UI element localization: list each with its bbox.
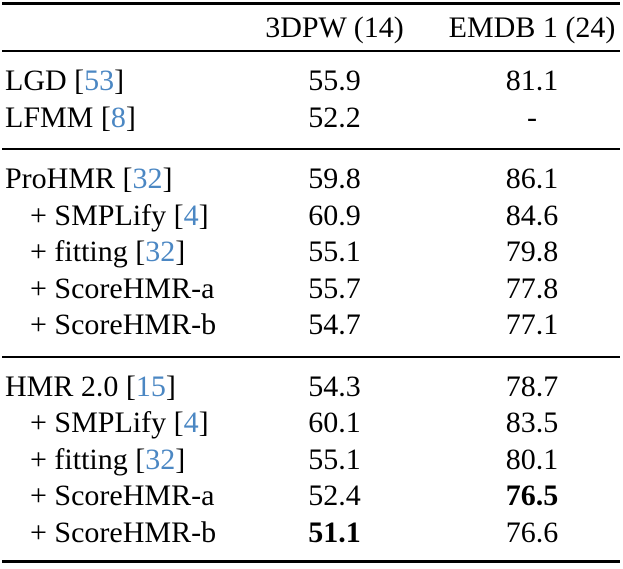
table-row: + SMPLify [4] 60.1 83.5 <box>2 405 620 442</box>
bracket-close: ] <box>162 162 173 196</box>
bracket-close: ] <box>125 100 136 134</box>
table-rule-section-2 <box>2 355 620 358</box>
method-name: + ScoreHMR-a <box>30 479 215 513</box>
method-label: ProHMR [32] <box>2 162 252 196</box>
value-emdb: 77.1 <box>505 308 559 342</box>
citation-link[interactable]: 8 <box>110 100 126 134</box>
value-emdb: 79.8 <box>505 235 559 269</box>
value-emdb-best: 76.5 <box>505 479 559 513</box>
table-row: LGD [53] 55.9 81.1 <box>2 63 620 100</box>
table-row: ProHMR [32] 59.8 86.1 <box>2 161 620 198</box>
table-row: + fitting [32] 55.1 80.1 <box>2 442 620 479</box>
value-3dpw: 55.1 <box>308 235 361 269</box>
method-name: LFMM [ <box>5 100 111 134</box>
header-col-emdb: EMDB 1 (24) <box>448 10 616 44</box>
method-name: + ScoreHMR-b <box>30 515 217 549</box>
method-label: LGD [53] <box>2 64 252 98</box>
table-row: + fitting [32] 55.1 79.8 <box>2 234 620 271</box>
value-emdb: 76.6 <box>505 515 559 549</box>
bracket-close: ] <box>165 369 176 403</box>
header-col-3dpw: 3DPW (14) <box>265 10 404 44</box>
citation-link[interactable]: 4 <box>183 198 199 232</box>
value-emdb: - <box>527 100 537 134</box>
bracket-close: ] <box>114 64 125 98</box>
value-3dpw: 54.3 <box>308 369 361 403</box>
method-label: + SMPLify [4] <box>2 199 252 233</box>
method-label: + ScoreHMR-a <box>2 272 252 306</box>
table-row: + ScoreHMR-a 52.4 76.5 <box>2 478 620 515</box>
value-emdb: 86.1 <box>505 162 559 196</box>
bracket-close: ] <box>198 198 209 232</box>
citation-link[interactable]: 15 <box>135 369 166 403</box>
value-emdb: 84.6 <box>505 198 559 232</box>
method-name: + fitting [ <box>30 235 146 269</box>
value-emdb: 83.5 <box>505 406 559 440</box>
method-label: + ScoreHMR-a <box>2 479 252 513</box>
bracket-close: ] <box>198 406 209 440</box>
method-name: + SMPLify [ <box>30 198 184 232</box>
citation-link[interactable]: 4 <box>183 406 199 440</box>
value-emdb: 77.8 <box>505 271 559 305</box>
table-rule-top <box>2 2 620 5</box>
method-name: + ScoreHMR-a <box>30 271 215 305</box>
citation-link[interactable]: 53 <box>84 64 115 98</box>
value-3dpw: 60.9 <box>308 198 361 232</box>
value-emdb: 81.1 <box>505 64 559 98</box>
table-section-hmr2: HMR 2.0 [15] 54.3 78.7 + SMPLify [4] 60.… <box>2 358 620 561</box>
method-name: + fitting [ <box>30 442 146 476</box>
value-3dpw: 52.4 <box>308 479 361 513</box>
citation-link[interactable]: 32 <box>145 442 176 476</box>
method-label: + ScoreHMR-b <box>2 308 252 342</box>
method-name: + SMPLify [ <box>30 406 184 440</box>
table-rule-bottom <box>2 560 620 563</box>
method-name: LGD [ <box>5 64 85 98</box>
table-row: + SMPLify [4] 60.9 84.6 <box>2 198 620 235</box>
method-name: ProHMR [ <box>5 162 133 196</box>
citation-link[interactable]: 32 <box>145 235 176 269</box>
table-rule-header <box>2 50 620 52</box>
value-3dpw: 60.1 <box>308 406 361 440</box>
value-3dpw: 55.9 <box>308 64 361 98</box>
value-emdb: 80.1 <box>505 442 559 476</box>
method-label: HMR 2.0 [15] <box>2 370 252 404</box>
table-row: HMR 2.0 [15] 54.3 78.7 <box>2 369 620 406</box>
bracket-close: ] <box>175 442 186 476</box>
value-3dpw-best: 51.1 <box>308 515 361 549</box>
table-row: + ScoreHMR-a 55.7 77.8 <box>2 271 620 308</box>
citation-link[interactable]: 32 <box>132 162 163 196</box>
table-rule-section-1 <box>2 148 620 150</box>
table-header-row: 3DPW (14) EMDB 1 (24) <box>2 5 620 50</box>
method-name: HMR 2.0 [ <box>5 369 136 403</box>
value-emdb: 78.7 <box>505 369 559 403</box>
method-label: + SMPLify [4] <box>2 406 252 440</box>
method-label: + ScoreHMR-b <box>2 516 252 550</box>
table-section-baselines: LGD [53] 55.9 81.1 LFMM [8] 52.2 - <box>2 52 620 148</box>
value-3dpw: 55.7 <box>308 271 361 305</box>
bracket-close: ] <box>175 235 186 269</box>
table-row: LFMM [8] 52.2 - <box>2 100 620 137</box>
results-table: 3DPW (14) EMDB 1 (24) LGD [53] 55.9 81.1… <box>2 2 620 563</box>
value-3dpw: 52.2 <box>308 100 361 134</box>
method-label: LFMM [8] <box>2 101 252 135</box>
value-3dpw: 54.7 <box>308 308 361 342</box>
value-3dpw: 59.8 <box>308 162 361 196</box>
method-label: + fitting [32] <box>2 443 252 477</box>
table-section-prohmr: ProHMR [32] 59.8 86.1 + SMPLify [4] 60.9… <box>2 150 620 356</box>
value-3dpw: 55.1 <box>308 442 361 476</box>
method-name: + ScoreHMR-b <box>30 308 217 342</box>
method-label: + fitting [32] <box>2 235 252 269</box>
table-row: + ScoreHMR-b 51.1 76.6 <box>2 515 620 552</box>
table-row: + ScoreHMR-b 54.7 77.1 <box>2 307 620 344</box>
